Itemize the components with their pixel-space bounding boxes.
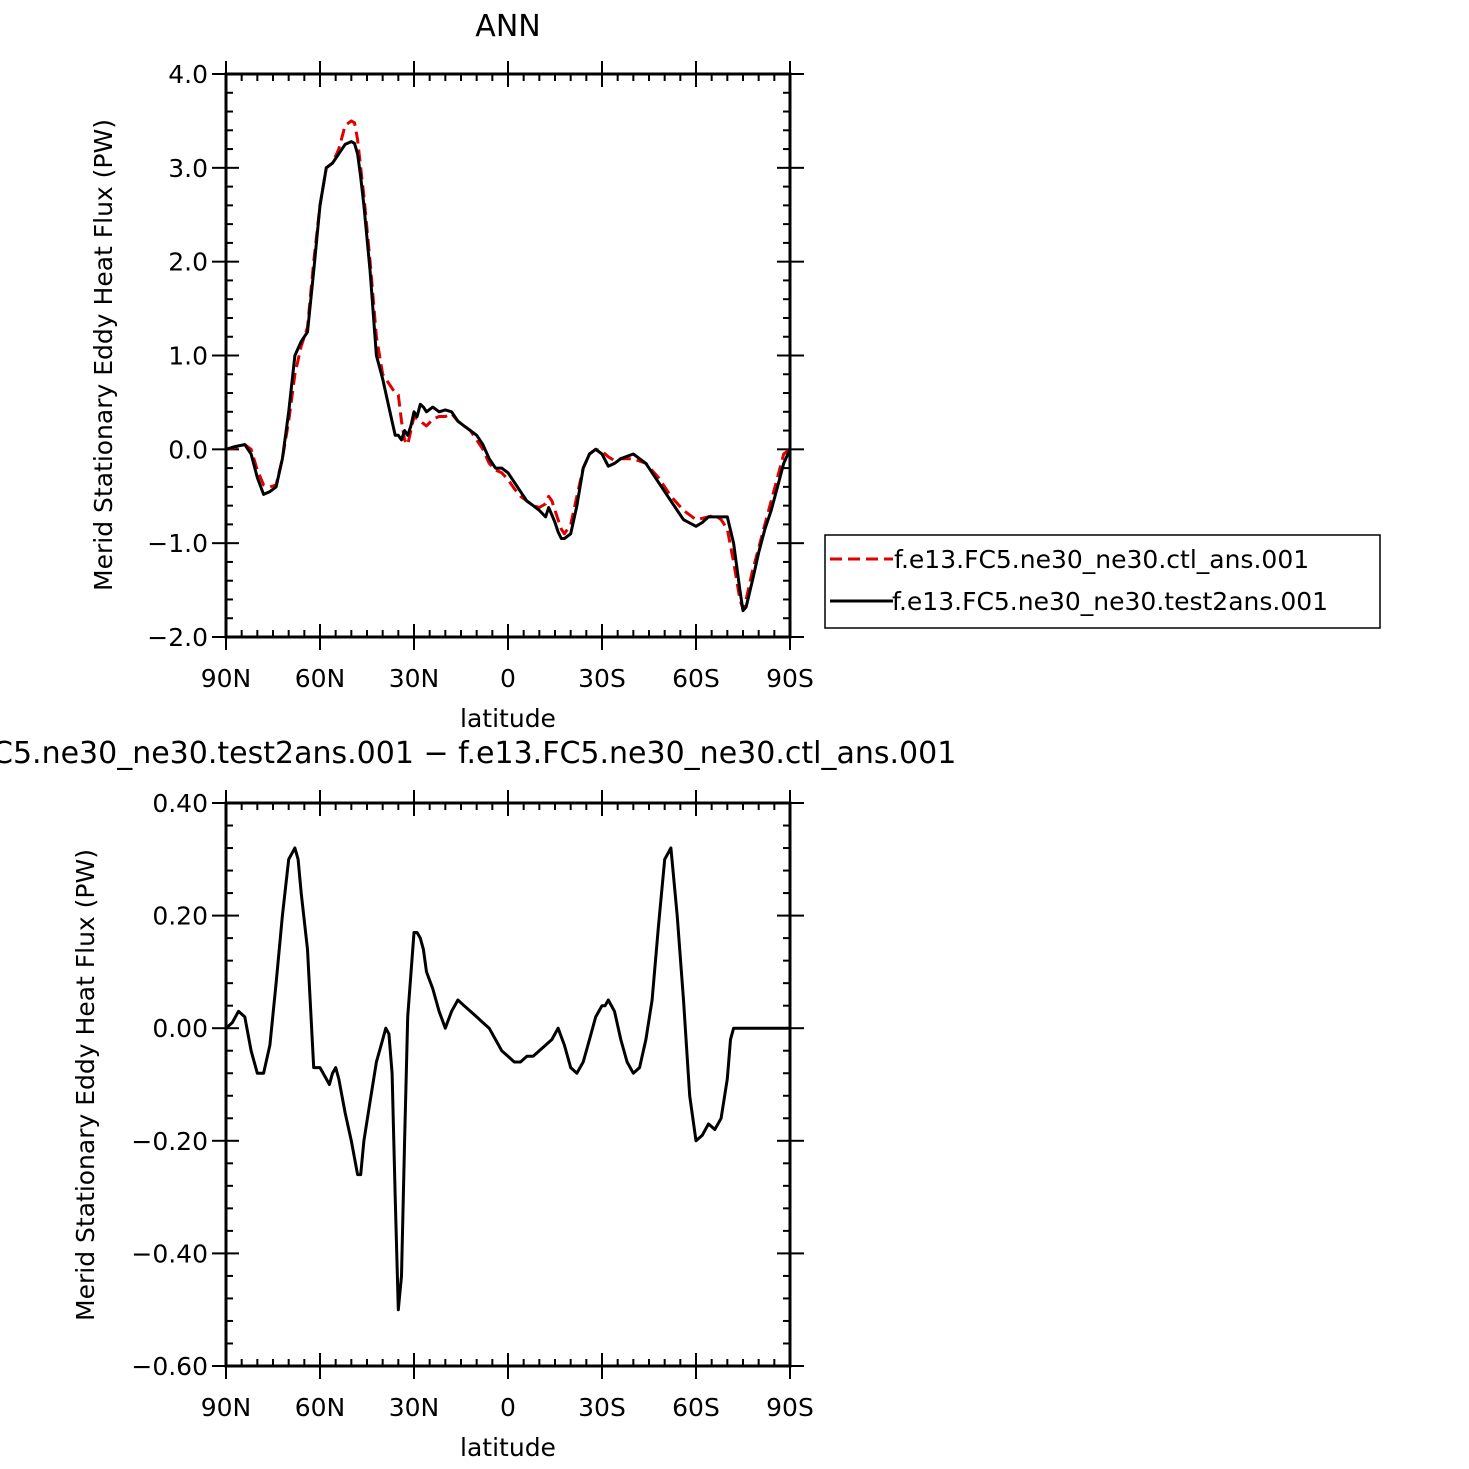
top-panel-tick-labels: 90N 60N 30N 0 30S 60S 90S −2.0 −1.0 0.0 1.0 2.0 3.0 4… xyxy=(147,60,814,693)
y-tick-label: 0.00 xyxy=(152,1014,208,1043)
y-tick-label: −0.20 xyxy=(131,1127,208,1156)
x-tick-label: 60N xyxy=(295,1393,346,1422)
x-tick-label: 30S xyxy=(578,664,626,693)
x-tick-label: 30N xyxy=(389,664,440,693)
bottom-panel-y-axis-label: Merid Stationary Eddy Heat Flux (PW) xyxy=(71,849,100,1321)
legend-label-test: f.e13.FC5.ne30_ne30.test2ans.001 xyxy=(892,587,1328,616)
y-tick-label: 2.0 xyxy=(168,248,208,277)
bottom-panel-x-axis-label: latitude xyxy=(460,1433,556,1462)
y-tick-label: −0.60 xyxy=(131,1352,208,1381)
y-tick-label: 0.40 xyxy=(152,789,208,818)
x-tick-label: 90S xyxy=(766,1393,814,1422)
series-line-test xyxy=(225,140,792,613)
bottom-panel: C5.ne30_ne30.test2ans.001 − f.e13.FC5.ne… xyxy=(0,736,956,1462)
y-tick-label: −2.0 xyxy=(147,623,208,652)
x-tick-label: 60N xyxy=(295,664,346,693)
x-tick-label: 60S xyxy=(672,1393,720,1422)
top-panel-legend: f.e13.FC5.ne30_ne30.ctl_ans.001 f.e13.FC… xyxy=(824,534,1381,629)
bottom-panel-title: C5.ne30_ne30.test2ans.001 − f.e13.FC5.ne… xyxy=(0,736,956,771)
top-panel-x-axis-label: latitude xyxy=(460,704,556,733)
y-tick-label: 4.0 xyxy=(168,60,208,89)
x-tick-label: 0 xyxy=(500,1393,516,1422)
y-tick-label: 3.0 xyxy=(168,154,208,183)
x-tick-label: 0 xyxy=(500,664,516,693)
legend-box xyxy=(824,534,1381,629)
bottom-panel-frame xyxy=(224,801,792,1368)
y-tick-label: 0.0 xyxy=(168,435,208,464)
y-tick-label: 1.0 xyxy=(168,342,208,371)
top-panel-frame xyxy=(224,72,792,639)
top-panel-y-axis-label: Merid Stationary Eddy Heat Flux (PW) xyxy=(89,119,118,591)
series-line-difference xyxy=(225,846,790,1312)
y-tick-label: −0.40 xyxy=(131,1239,208,1268)
x-tick-label: 90N xyxy=(201,1393,252,1422)
legend-label-ctl: f.e13.FC5.ne30_ne30.ctl_ans.001 xyxy=(894,545,1309,574)
x-tick-label: 30S xyxy=(578,1393,626,1422)
x-tick-label: 90N xyxy=(201,664,252,693)
x-tick-label: 30N xyxy=(389,1393,440,1422)
bottom-panel-series xyxy=(225,846,790,1312)
top-panel: ANN 90N 60N 30N 0 30S 60S 90S −2.0 −1.0 0.0 1.0 2.0… xyxy=(89,9,814,733)
top-panel-series xyxy=(225,119,792,613)
y-tick-label: 0.20 xyxy=(152,902,208,931)
top-panel-title: ANN xyxy=(475,9,540,44)
x-tick-label: 60S xyxy=(672,664,720,693)
y-tick-label: −1.0 xyxy=(147,529,208,558)
x-tick-label: 90S xyxy=(766,664,814,693)
bottom-panel-tick-labels: 90N 60N 30N 0 30S 60S 90S −0.60 −0.40 −0.20 0.00 0.… xyxy=(131,789,813,1422)
